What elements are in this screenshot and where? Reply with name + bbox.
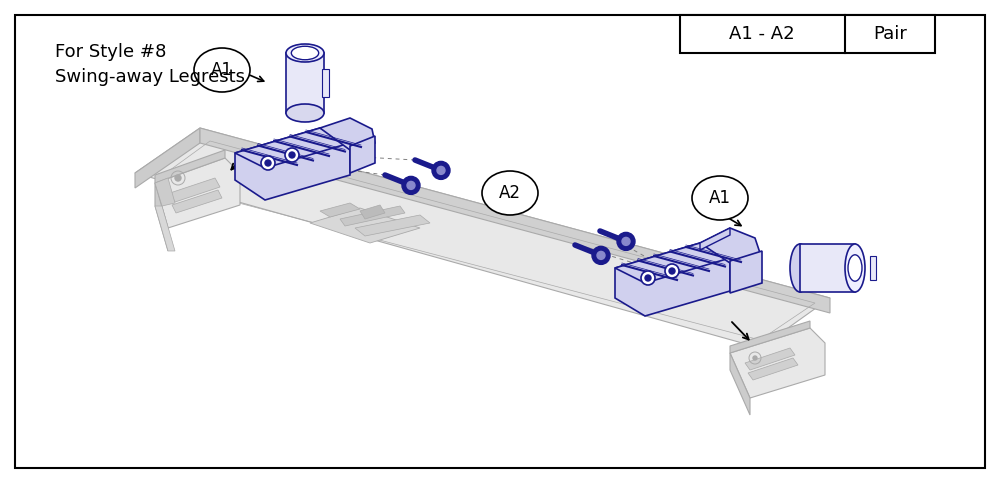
Polygon shape (155, 183, 168, 251)
Circle shape (432, 161, 450, 179)
Polygon shape (200, 128, 830, 313)
Bar (680, 15, 935, 53)
Ellipse shape (790, 244, 810, 292)
Polygon shape (155, 150, 225, 183)
Text: Swing-away Legrests: Swing-away Legrests (55, 68, 245, 86)
Polygon shape (320, 203, 360, 217)
Polygon shape (745, 348, 795, 370)
Polygon shape (730, 328, 825, 398)
Polygon shape (360, 205, 385, 219)
Text: A1 - A2: A1 - A2 (729, 25, 795, 43)
Polygon shape (170, 178, 220, 202)
Polygon shape (155, 206, 175, 251)
Polygon shape (355, 215, 430, 236)
Text: A1: A1 (709, 189, 731, 207)
Circle shape (265, 160, 271, 166)
Text: For Style #8: For Style #8 (55, 43, 166, 61)
Circle shape (597, 251, 605, 259)
Bar (322, 69, 329, 97)
Polygon shape (135, 128, 830, 348)
Text: A2: A2 (499, 184, 521, 202)
Ellipse shape (286, 44, 324, 62)
Polygon shape (730, 251, 762, 293)
Circle shape (645, 275, 651, 281)
Circle shape (665, 264, 679, 278)
Circle shape (617, 232, 635, 250)
Circle shape (592, 246, 610, 264)
Polygon shape (286, 53, 324, 113)
Polygon shape (172, 190, 222, 213)
Circle shape (437, 167, 445, 174)
Circle shape (261, 156, 275, 170)
Polygon shape (340, 206, 405, 226)
Polygon shape (350, 136, 375, 173)
Circle shape (175, 175, 181, 181)
Circle shape (753, 356, 757, 360)
Polygon shape (235, 128, 350, 200)
Ellipse shape (848, 255, 862, 281)
Polygon shape (310, 208, 420, 243)
Ellipse shape (692, 176, 748, 220)
Ellipse shape (845, 244, 865, 292)
Text: A1: A1 (211, 61, 233, 79)
Polygon shape (730, 321, 810, 353)
Polygon shape (135, 128, 200, 188)
Circle shape (289, 152, 295, 158)
Circle shape (622, 238, 630, 245)
Polygon shape (700, 228, 730, 250)
Bar (870, 256, 876, 280)
Circle shape (285, 148, 299, 162)
Circle shape (402, 176, 420, 194)
Ellipse shape (291, 46, 319, 60)
Circle shape (641, 271, 655, 285)
Polygon shape (235, 128, 350, 168)
Polygon shape (615, 243, 730, 283)
Polygon shape (320, 118, 375, 156)
Polygon shape (800, 244, 855, 292)
Polygon shape (615, 243, 730, 316)
Polygon shape (155, 178, 175, 206)
Ellipse shape (194, 48, 250, 92)
Polygon shape (748, 358, 798, 380)
Text: Pair: Pair (873, 25, 907, 43)
Polygon shape (700, 228, 760, 268)
Polygon shape (730, 353, 750, 415)
Circle shape (407, 182, 415, 189)
Ellipse shape (286, 104, 324, 122)
Polygon shape (155, 158, 240, 228)
Circle shape (669, 268, 675, 274)
Ellipse shape (482, 171, 538, 215)
